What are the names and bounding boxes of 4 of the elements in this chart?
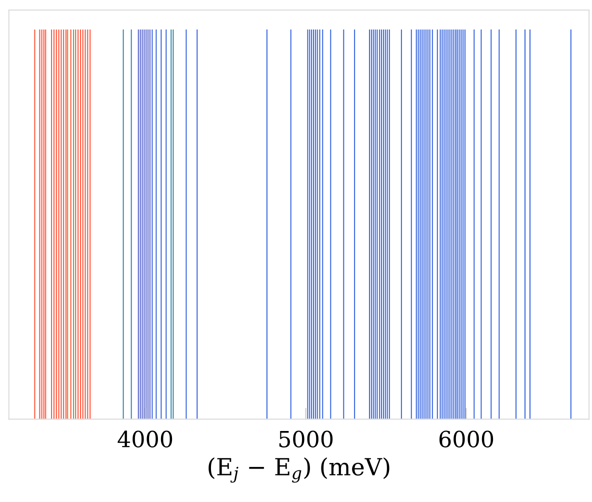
x-axis-title: (E$_{j}$ − E$_{g}$) (meV) [208, 457, 390, 483]
x-tick-label: 4000 [118, 430, 172, 448]
x-tick-label: 6000 [439, 430, 494, 448]
x-tick-label: 5000 [279, 430, 333, 448]
